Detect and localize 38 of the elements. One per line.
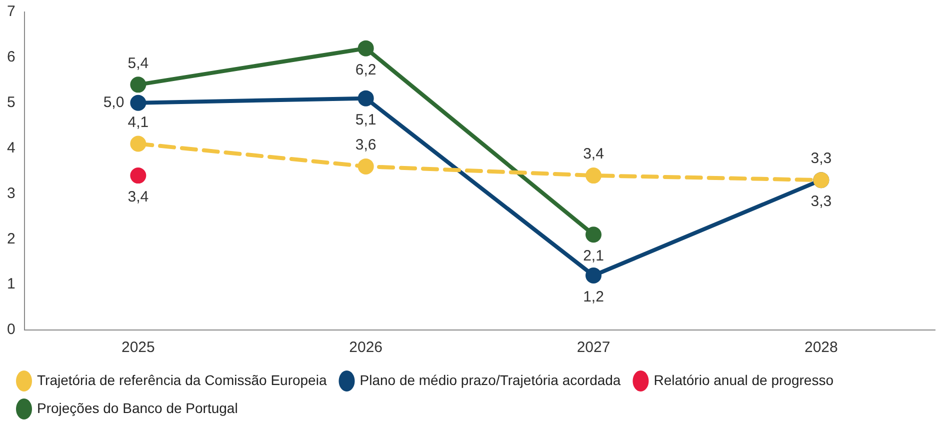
data-label: 3,4 (128, 188, 149, 206)
x-tick-label: 2025 (121, 339, 155, 356)
x-tick-label: 2026 (349, 339, 383, 356)
point (358, 40, 374, 56)
y-tick-label: 4 (7, 139, 16, 156)
legend-label: Projeções do Banco de Portugal (37, 400, 238, 416)
point (586, 226, 602, 243)
data-label: 6,2 (355, 61, 376, 78)
data-label: 3,3 (810, 193, 832, 210)
point (358, 90, 374, 106)
y-tick-label: 2 (7, 230, 16, 248)
legend-label: Relatório anual de progresso (654, 372, 834, 388)
y-tick-label: 3 (7, 184, 16, 202)
data-label: 3,3 (810, 150, 832, 168)
point (358, 158, 374, 174)
point (130, 76, 146, 93)
legend-label: Plano de médio prazo/Trajetória acordada (360, 372, 621, 388)
point (586, 168, 602, 184)
point (130, 168, 146, 184)
data-label: 5,1 (355, 111, 376, 128)
point (130, 94, 146, 111)
data-label: 1,2 (583, 288, 604, 306)
data-label: 3,4 (583, 146, 604, 163)
legend-label: Trajetória de referência da Comissão Europeia (37, 372, 327, 388)
point (130, 136, 146, 152)
y-tick-label: 5 (7, 94, 16, 111)
data-label: 5,0 (103, 94, 124, 111)
point (586, 267, 602, 284)
y-tick-label: 7 (7, 3, 16, 20)
x-tick-label: 2028 (804, 339, 838, 356)
y-tick-label: 0 (7, 321, 16, 338)
data-label: 3,6 (355, 136, 376, 154)
data-label: 5,4 (128, 54, 149, 72)
y-tick-label: 1 (7, 276, 16, 293)
x-tick-label: 2027 (576, 339, 610, 356)
y-tick-label: 6 (7, 48, 16, 66)
data-label: 4,1 (128, 114, 149, 131)
data-label: 2,1 (583, 248, 604, 265)
